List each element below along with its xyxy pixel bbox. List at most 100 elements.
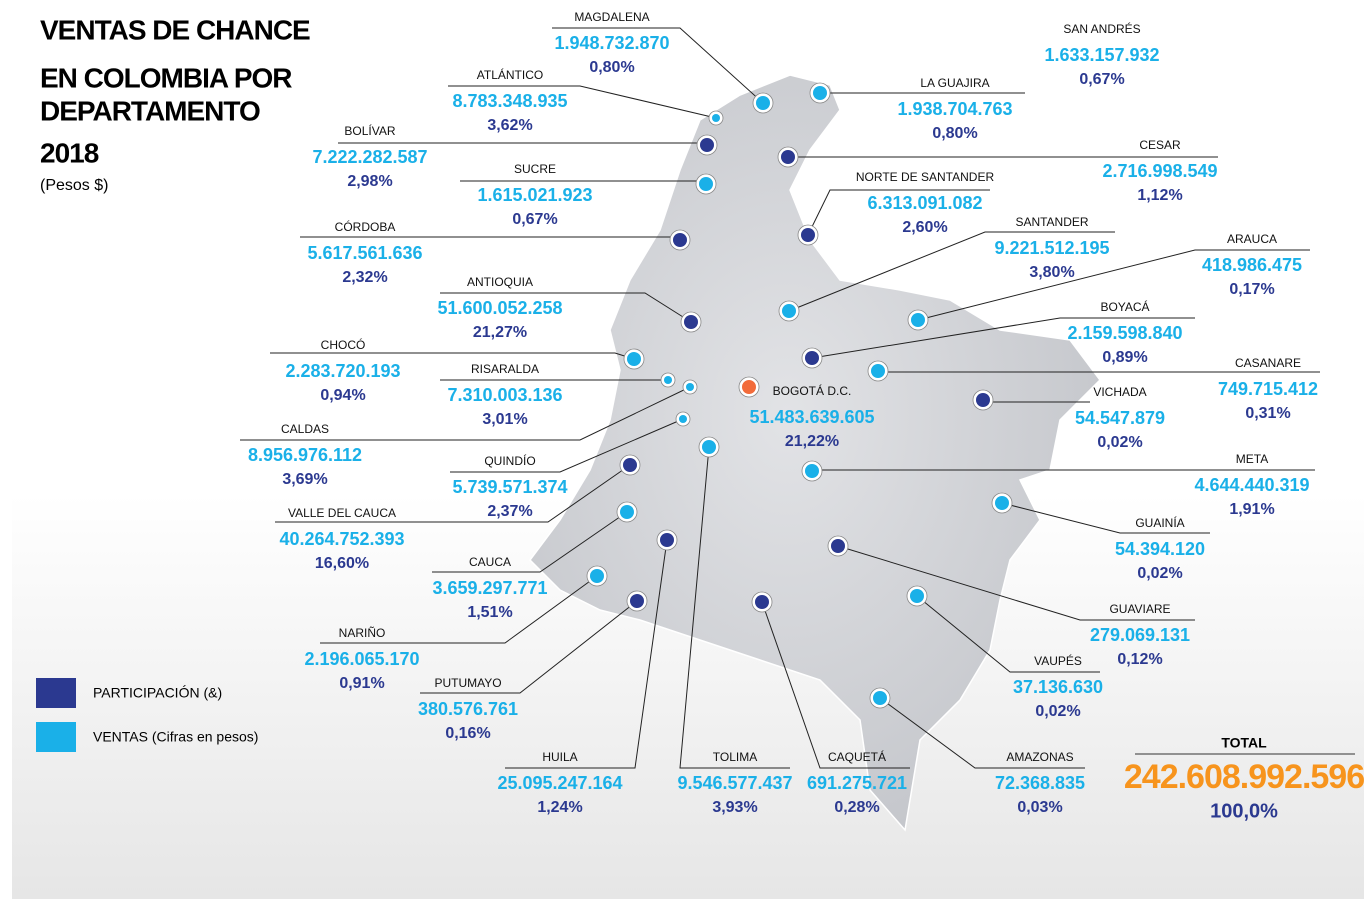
dot	[831, 539, 845, 553]
dept-name: CESAR	[1139, 138, 1181, 152]
leader-line	[811, 317, 1195, 359]
dept-pct: 1,51%	[467, 604, 512, 621]
dept-value: 8.783.348.935	[452, 91, 567, 111]
dept-name: BOLÍVAR	[344, 123, 395, 138]
dept-value: 2.283.720.193	[285, 361, 400, 381]
dept-name: META	[1236, 452, 1268, 466]
dept-name: RISARALDA	[471, 362, 539, 376]
dept-name: SANTANDER	[1015, 215, 1088, 229]
dept-pct: 0,28%	[834, 799, 879, 816]
dept-name: CALDAS	[281, 422, 329, 436]
dept-value: 51.483.639.605	[749, 407, 874, 427]
dot	[805, 464, 819, 478]
dept-value: 2.716.998.549	[1102, 161, 1217, 181]
dept-name: MAGDALENA	[574, 10, 649, 24]
dept-name: QUINDÍO	[484, 453, 535, 468]
dept-pct: 2,37%	[487, 503, 532, 520]
dept-pct: 0,91%	[339, 675, 384, 692]
dept-name: TOLIMA	[713, 750, 757, 764]
dot	[686, 383, 694, 391]
dept-value: 749.715.412	[1218, 379, 1318, 399]
dept-pct: 21,22%	[785, 433, 839, 450]
dept-name: NARIÑO	[339, 626, 386, 640]
legend-label: VENTAS (Cifras en pesos)	[93, 729, 258, 745]
dept-name: NORTE DE SANTANDER	[856, 170, 995, 184]
dot	[755, 595, 769, 609]
leader-line	[420, 600, 638, 694]
leader-line	[450, 418, 684, 473]
dept-pct: 0,17%	[1229, 281, 1274, 298]
dept-pct: 0,89%	[1102, 349, 1147, 366]
dept-pct: 0,02%	[1097, 434, 1142, 451]
dept-name: CHOCÓ	[321, 337, 366, 352]
dept-value: 37.136.630	[1013, 677, 1103, 697]
dept-pct: 0,16%	[445, 725, 490, 742]
dept-name: ATLÁNTICO	[477, 67, 543, 82]
total-value: 242.608.992.596	[1124, 758, 1364, 796]
dept-name: PUTUMAYO	[434, 676, 501, 690]
dept-pct: 1,12%	[1137, 187, 1182, 204]
dept-value: 1.615.021.923	[477, 185, 592, 205]
dept-value: 2.159.598.840	[1067, 323, 1182, 343]
dot	[700, 138, 714, 152]
dept-pct: 0,80%	[589, 59, 634, 76]
leader-line	[440, 292, 692, 323]
dot	[910, 589, 924, 603]
leader-line	[448, 85, 717, 119]
total-label: TOTAL	[1221, 735, 1267, 751]
dot	[805, 351, 819, 365]
dept-name: GUAVIARE	[1109, 602, 1170, 616]
dept-name: VICHADA	[1093, 385, 1146, 399]
dept-value: 25.095.247.164	[497, 773, 622, 793]
dot	[673, 233, 687, 247]
dept-pct: 0,80%	[932, 125, 977, 142]
dept-pct: 2,32%	[342, 269, 387, 286]
dot	[664, 376, 672, 384]
dept-name: LA GUAJIRA	[920, 76, 989, 90]
leader-line	[916, 595, 1100, 673]
dot	[873, 691, 887, 705]
dot	[630, 594, 644, 608]
dept-pct: 16,60%	[315, 555, 369, 572]
dept-name: CAUCA	[469, 555, 511, 569]
dept-value: 6.313.091.082	[867, 193, 982, 213]
dept-name: SUCRE	[514, 162, 556, 176]
leader-line	[917, 249, 1310, 321]
dept-name: SAN ANDRÉS	[1063, 21, 1140, 36]
dept-value: 380.576.761	[418, 699, 518, 719]
legend-swatch	[36, 678, 76, 708]
dot	[712, 114, 720, 122]
dept-pct: 0,02%	[1035, 703, 1080, 720]
dept-pct: 0,67%	[1079, 71, 1124, 88]
dept-value: 1.633.157.932	[1044, 45, 1159, 65]
leader-line	[552, 27, 764, 104]
dept-pct: 2,60%	[902, 219, 947, 236]
dot	[911, 313, 925, 327]
leader-line	[761, 601, 910, 769]
dept-value: 5.617.561.636	[307, 243, 422, 263]
dept-value: 3.659.297.771	[432, 578, 547, 598]
dept-pct: 0,67%	[512, 211, 557, 228]
dept-value: 279.069.131	[1090, 625, 1190, 645]
dot	[782, 304, 796, 318]
dot	[742, 380, 756, 394]
dot	[801, 228, 815, 242]
dot	[699, 177, 713, 191]
dept-pct: 2,98%	[347, 173, 392, 190]
dept-value: 2.196.065.170	[304, 649, 419, 669]
dot	[660, 533, 674, 547]
dot	[620, 505, 634, 519]
dot	[627, 352, 641, 366]
leader-line	[275, 464, 631, 523]
title-line: DEPARTAMENTO	[40, 95, 260, 126]
dot	[995, 496, 1009, 510]
dept-name: CAQUETÁ	[828, 749, 886, 764]
total-pct: 100,0%	[1210, 800, 1278, 822]
dept-pct: 21,27%	[473, 324, 527, 341]
dept-value: 7.222.282.587	[312, 147, 427, 167]
dept-value: 691.275.721	[807, 773, 907, 793]
leader-line	[240, 386, 691, 441]
dot	[684, 315, 698, 329]
dept-name: BOYACÁ	[1100, 299, 1149, 314]
